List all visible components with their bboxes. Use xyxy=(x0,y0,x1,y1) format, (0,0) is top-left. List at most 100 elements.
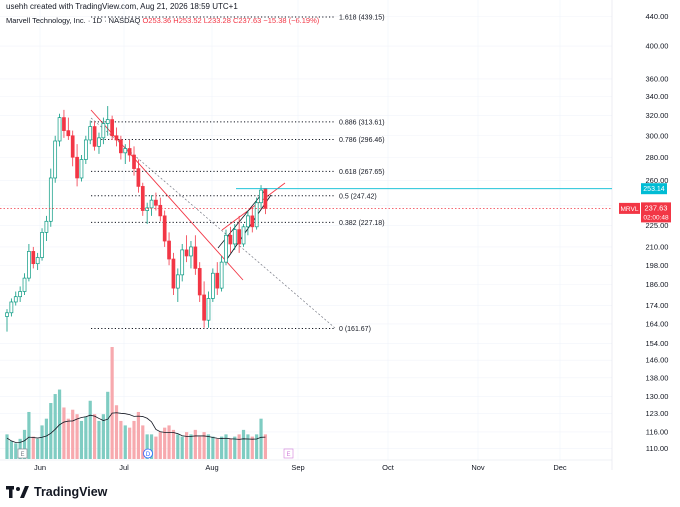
grid-lines xyxy=(0,0,612,460)
volume-bar xyxy=(88,400,92,459)
candle-body xyxy=(79,159,84,179)
candle-body xyxy=(167,240,171,260)
earnings-upcoming-e-icon[interactable] xyxy=(283,448,294,459)
candle-body xyxy=(119,139,123,154)
volume-bar xyxy=(220,436,224,459)
volume-bar xyxy=(132,420,136,459)
candle-body xyxy=(18,291,22,298)
candle-body xyxy=(88,126,93,141)
volume-bars xyxy=(5,347,268,459)
volume-bar xyxy=(5,434,9,459)
candle-body xyxy=(70,135,75,158)
volume-bar xyxy=(255,434,259,459)
volume-bar xyxy=(211,436,215,459)
volume-bar xyxy=(79,420,84,459)
fib-level-label: 0.382 (227.18) xyxy=(339,220,385,227)
candle-body xyxy=(263,188,268,209)
time-tick-label: Dec xyxy=(553,463,567,472)
candle-body xyxy=(154,199,158,206)
price-tick-label: 174.00 xyxy=(646,301,669,310)
candle-body xyxy=(254,202,259,228)
dividend-marker-label: D xyxy=(146,452,151,458)
volume-bar xyxy=(27,411,31,459)
bar-countdown-label: 02:00:48 xyxy=(643,214,669,221)
volume-bar xyxy=(149,434,154,459)
tradingview-logo[interactable]: TradingView xyxy=(6,484,107,500)
volume-bar xyxy=(184,432,189,459)
candle-body xyxy=(180,249,185,276)
candle-body xyxy=(31,251,36,265)
volume-bar xyxy=(206,434,211,459)
candle-body xyxy=(132,154,136,169)
volume-bar xyxy=(224,434,228,459)
fib-level-label: 0.786 (296.46) xyxy=(339,137,385,144)
symbol-legend[interactable]: Marvell Technology, Inc. · 1D · NASDAQ O… xyxy=(6,16,319,25)
price-tick-label: 320.00 xyxy=(646,111,669,120)
candle-body xyxy=(75,156,79,179)
symbol-name: Marvell Technology, Inc. · 1D · NASDAQ xyxy=(6,16,141,25)
volume-bar xyxy=(158,432,162,459)
volume-bar xyxy=(136,411,140,459)
fib-level-label: 0.5 (247.42) xyxy=(339,193,377,200)
candle-body xyxy=(259,189,263,204)
candle-body xyxy=(224,234,228,263)
candle-body xyxy=(57,117,62,142)
price-tick-label: 130.00 xyxy=(646,392,669,401)
volume-bar xyxy=(128,427,132,459)
symbol-tag[interactable] xyxy=(619,202,640,214)
price-tick-label: 123.00 xyxy=(646,409,669,418)
price-tick-label: 198.00 xyxy=(646,261,669,270)
candle-body xyxy=(232,229,237,245)
candle-body xyxy=(228,234,233,245)
time-tick-label: Oct xyxy=(382,463,395,472)
candle-body xyxy=(110,119,114,137)
candle-body xyxy=(101,123,106,139)
price-tick-label: 280.00 xyxy=(646,153,669,162)
volume-bar xyxy=(163,427,167,459)
price-chart[interactable]: 1.618 (439.15) 0.886 (313.61) 0.786 (296.4… xyxy=(0,0,680,480)
candlestick-series xyxy=(5,106,268,332)
volume-bar xyxy=(123,425,127,459)
candle-body xyxy=(22,277,27,292)
volume-bar xyxy=(119,420,123,459)
chart-credit: usehh created with TradingView.com, Aug … xyxy=(6,2,238,11)
candle-body xyxy=(27,251,31,279)
volume-bar xyxy=(31,436,35,459)
candle-body xyxy=(211,272,215,299)
reference-price-tag[interactable] xyxy=(641,183,667,195)
fib-level-label: 1.618 (439.15) xyxy=(339,14,385,21)
candle-body xyxy=(206,298,211,321)
earnings-marker-e-icon[interactable] xyxy=(17,448,28,459)
volume-bar xyxy=(36,438,40,459)
candle-body xyxy=(145,207,150,211)
candle-body xyxy=(62,117,66,131)
volume-bar xyxy=(167,425,171,459)
time-tick-label: Sep xyxy=(291,463,304,472)
volume-bar xyxy=(62,407,66,459)
candle-body xyxy=(193,246,198,269)
candle-body xyxy=(66,130,71,137)
symbol-tag-label: MRVL xyxy=(621,206,639,213)
candle-body xyxy=(140,186,145,211)
candle-body xyxy=(105,119,110,124)
candle-body xyxy=(123,148,128,154)
earnings-upcoming-label: E xyxy=(286,452,290,458)
time-tick-label: Jul xyxy=(119,463,129,472)
volume-moving-average xyxy=(6,412,266,443)
candle-body xyxy=(13,296,18,303)
price-tick-label: 186.00 xyxy=(646,280,669,289)
candle-body xyxy=(237,229,241,245)
dividend-marker-d-icon[interactable] xyxy=(143,448,153,459)
price-tick-label: 110.00 xyxy=(646,444,668,453)
candle-body xyxy=(35,257,40,265)
volume-bar xyxy=(106,391,110,459)
candle-body xyxy=(83,139,88,160)
candle-body xyxy=(171,258,176,289)
last-price-tag[interactable] xyxy=(641,202,671,223)
candle-body xyxy=(97,137,101,147)
ohlc-values: O253.36 H253.52 L233.28 C237.63 −15.38 (… xyxy=(142,16,320,25)
price-tick-label: 154.00 xyxy=(646,339,669,348)
price-tick-label: 138.00 xyxy=(646,373,669,382)
price-tick-label: 400.00 xyxy=(646,42,669,51)
volume-bar xyxy=(145,434,149,459)
